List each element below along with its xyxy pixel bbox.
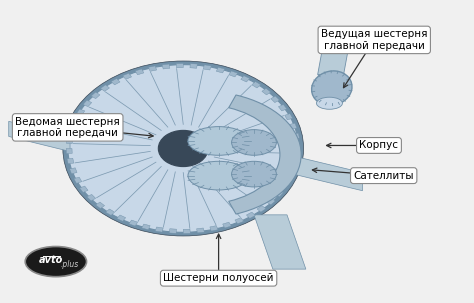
Polygon shape [129, 220, 137, 226]
Polygon shape [68, 128, 75, 134]
Polygon shape [241, 76, 250, 82]
Polygon shape [183, 229, 190, 234]
Polygon shape [117, 215, 126, 221]
Ellipse shape [158, 130, 208, 167]
Polygon shape [91, 92, 100, 99]
Polygon shape [291, 163, 298, 169]
Polygon shape [282, 182, 290, 188]
Polygon shape [271, 96, 280, 103]
Polygon shape [169, 229, 176, 233]
Polygon shape [223, 222, 231, 228]
Polygon shape [246, 212, 255, 218]
Polygon shape [176, 63, 183, 68]
Polygon shape [111, 78, 120, 85]
Polygon shape [275, 190, 283, 197]
Ellipse shape [232, 161, 276, 187]
Ellipse shape [68, 65, 299, 232]
Polygon shape [235, 218, 244, 224]
Polygon shape [162, 64, 170, 69]
Polygon shape [216, 67, 225, 73]
Polygon shape [83, 100, 91, 107]
Polygon shape [318, 49, 348, 75]
Polygon shape [106, 209, 115, 215]
Ellipse shape [188, 161, 249, 190]
Polygon shape [278, 105, 287, 111]
Polygon shape [203, 65, 211, 70]
Text: Ведомая шестерня
главной передачи: Ведомая шестерня главной передачи [15, 117, 120, 138]
Ellipse shape [311, 71, 352, 105]
Polygon shape [197, 228, 204, 233]
Ellipse shape [63, 61, 304, 236]
Wedge shape [229, 95, 301, 214]
Polygon shape [190, 64, 197, 68]
Polygon shape [72, 118, 79, 125]
Polygon shape [252, 82, 261, 88]
Polygon shape [96, 202, 105, 209]
Text: Шестерни полуосей: Шестерни полуосей [164, 273, 274, 283]
Polygon shape [80, 186, 88, 192]
Text: avto: avto [39, 255, 64, 265]
Ellipse shape [317, 97, 342, 109]
Polygon shape [70, 168, 77, 174]
Polygon shape [292, 133, 300, 139]
Ellipse shape [232, 130, 276, 155]
Text: Ведущая шестерня
главной передачи: Ведущая шестерня главной передачи [321, 29, 428, 51]
Polygon shape [66, 138, 73, 144]
Polygon shape [155, 227, 163, 232]
Polygon shape [294, 143, 301, 148]
Polygon shape [9, 121, 70, 152]
Polygon shape [87, 195, 96, 201]
Polygon shape [66, 148, 72, 154]
Polygon shape [266, 198, 275, 205]
Polygon shape [148, 66, 156, 71]
Polygon shape [142, 224, 150, 230]
Polygon shape [67, 158, 74, 164]
Polygon shape [210, 226, 218, 231]
Polygon shape [287, 172, 295, 179]
Polygon shape [285, 114, 292, 120]
Polygon shape [76, 109, 85, 115]
Text: .plus: .plus [61, 260, 79, 269]
Polygon shape [290, 123, 297, 129]
Polygon shape [262, 88, 271, 95]
Polygon shape [229, 71, 237, 77]
Polygon shape [294, 153, 300, 159]
Ellipse shape [25, 247, 87, 277]
Text: Корпус: Корпус [359, 141, 399, 151]
Ellipse shape [188, 127, 249, 155]
Text: Сателлиты: Сателлиты [354, 171, 414, 181]
Polygon shape [123, 73, 132, 79]
Polygon shape [74, 177, 82, 183]
Polygon shape [254, 215, 306, 269]
Polygon shape [135, 69, 144, 75]
Polygon shape [100, 85, 109, 91]
Polygon shape [257, 206, 266, 212]
Polygon shape [287, 155, 363, 191]
